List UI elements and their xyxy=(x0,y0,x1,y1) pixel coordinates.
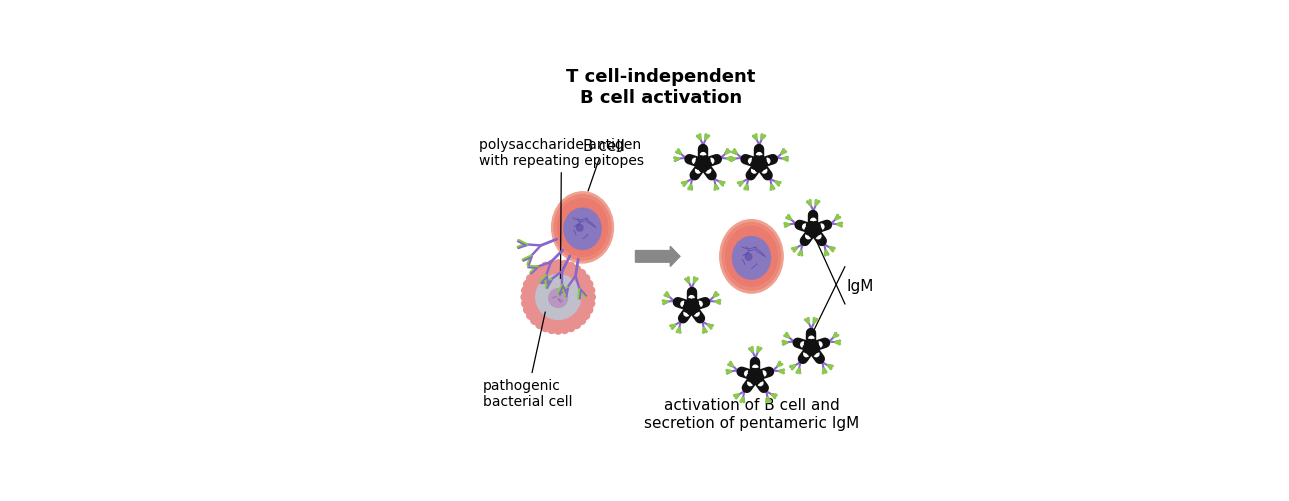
Circle shape xyxy=(576,279,584,287)
Circle shape xyxy=(527,275,535,283)
Circle shape xyxy=(523,281,531,289)
Circle shape xyxy=(532,308,540,316)
Circle shape xyxy=(579,284,586,291)
Circle shape xyxy=(568,272,576,280)
Circle shape xyxy=(580,289,588,296)
Circle shape xyxy=(585,306,593,314)
Text: IgM: IgM xyxy=(847,279,874,293)
Circle shape xyxy=(530,284,538,291)
Circle shape xyxy=(561,326,568,334)
Circle shape xyxy=(522,287,530,295)
Circle shape xyxy=(580,294,588,301)
Ellipse shape xyxy=(719,220,784,294)
Circle shape xyxy=(536,275,580,320)
Circle shape xyxy=(585,281,593,289)
Ellipse shape xyxy=(726,227,777,287)
Circle shape xyxy=(544,318,552,326)
Circle shape xyxy=(548,326,556,334)
Circle shape xyxy=(699,160,708,169)
Circle shape xyxy=(586,300,594,308)
Circle shape xyxy=(750,372,761,381)
Circle shape xyxy=(530,304,538,311)
Circle shape xyxy=(687,303,696,312)
Circle shape xyxy=(561,261,568,269)
Circle shape xyxy=(527,312,535,320)
Circle shape xyxy=(567,263,575,271)
Circle shape xyxy=(528,289,536,296)
Circle shape xyxy=(808,225,819,234)
Circle shape xyxy=(572,266,580,274)
Ellipse shape xyxy=(565,209,601,250)
Circle shape xyxy=(572,312,580,320)
Circle shape xyxy=(540,272,548,280)
Circle shape xyxy=(544,269,552,277)
Circle shape xyxy=(536,321,544,329)
Circle shape xyxy=(523,306,531,314)
Circle shape xyxy=(559,268,567,276)
Circle shape xyxy=(581,275,589,283)
Circle shape xyxy=(554,267,562,275)
Text: T cell-independent
B cell activation: T cell-independent B cell activation xyxy=(566,68,755,107)
Text: polysaccharide antigen
with repeating epitopes: polysaccharide antigen with repeating ep… xyxy=(480,138,644,279)
Circle shape xyxy=(549,319,557,327)
Circle shape xyxy=(580,299,588,306)
FancyArrow shape xyxy=(635,247,679,267)
Circle shape xyxy=(581,312,589,320)
Circle shape xyxy=(554,327,562,334)
Circle shape xyxy=(536,275,544,283)
Ellipse shape xyxy=(732,237,771,280)
Ellipse shape xyxy=(722,223,781,291)
Circle shape xyxy=(548,261,556,269)
Circle shape xyxy=(531,317,539,325)
Circle shape xyxy=(536,312,544,320)
Circle shape xyxy=(540,315,548,323)
Circle shape xyxy=(577,317,585,325)
Ellipse shape xyxy=(576,225,583,231)
Circle shape xyxy=(541,324,549,332)
Circle shape xyxy=(565,318,572,326)
Circle shape xyxy=(554,261,562,268)
Ellipse shape xyxy=(745,254,751,261)
Circle shape xyxy=(532,279,540,287)
Circle shape xyxy=(568,315,576,323)
Circle shape xyxy=(522,300,530,308)
Circle shape xyxy=(576,308,584,316)
Circle shape xyxy=(565,269,572,277)
Ellipse shape xyxy=(554,195,611,261)
Circle shape xyxy=(559,319,567,327)
Circle shape xyxy=(586,287,594,295)
Circle shape xyxy=(572,275,580,283)
Circle shape xyxy=(521,294,528,301)
Text: pathogenic
bacterial cell: pathogenic bacterial cell xyxy=(483,313,572,408)
Circle shape xyxy=(807,343,816,352)
Circle shape xyxy=(572,321,580,329)
Text: activation of B cell and
secretion of pentameric IgM: activation of B cell and secretion of pe… xyxy=(643,397,858,430)
Circle shape xyxy=(536,266,544,274)
Circle shape xyxy=(541,263,549,271)
Circle shape xyxy=(554,320,562,328)
Ellipse shape xyxy=(552,192,614,264)
Circle shape xyxy=(528,294,536,301)
Circle shape xyxy=(531,270,539,278)
Circle shape xyxy=(567,324,575,332)
Circle shape xyxy=(577,270,585,278)
Text: B cell: B cell xyxy=(583,139,625,191)
Circle shape xyxy=(588,294,596,301)
Circle shape xyxy=(549,268,557,276)
Circle shape xyxy=(754,160,764,169)
Circle shape xyxy=(528,299,536,306)
Circle shape xyxy=(579,304,586,311)
Ellipse shape xyxy=(557,199,608,257)
Circle shape xyxy=(549,289,567,308)
